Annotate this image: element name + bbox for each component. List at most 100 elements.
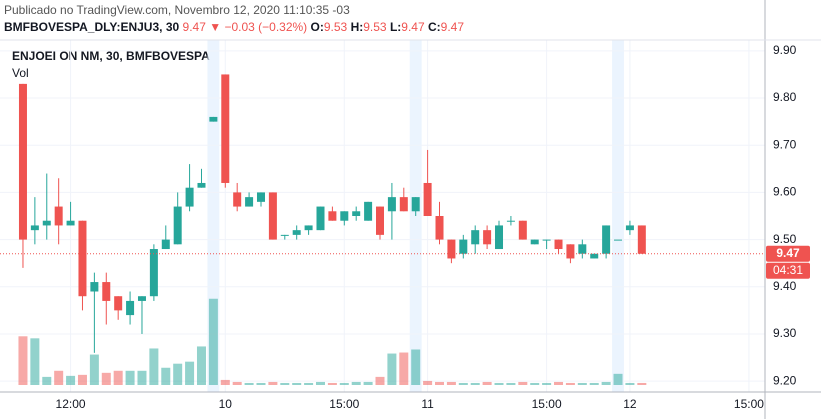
volume-bar [554, 381, 564, 385]
ohlc-label: C: [427, 20, 441, 34]
symbol: BMFBOVESPA_DLY:ENJU3, 30 [4, 20, 180, 34]
candle-body [90, 282, 99, 292]
candle-body [554, 239, 563, 250]
candle-body [387, 197, 396, 212]
volume-bar [196, 346, 206, 385]
candle-body [304, 225, 313, 231]
published: Publicado no TradingView.com, Novembro 1… [4, 3, 350, 17]
candle-body [602, 225, 611, 254]
volume-bar [256, 382, 266, 385]
volume-bar [54, 370, 64, 385]
candle-body [435, 216, 444, 240]
x-tick-label: 10 [219, 397, 233, 411]
price-tag-label: 9.47 [776, 246, 800, 260]
candle-body [126, 300, 135, 316]
volume-bar [113, 370, 123, 385]
ohlc-label: H: [350, 20, 364, 34]
volume-bar [375, 376, 385, 385]
volume-bar [30, 338, 40, 385]
candle-body [352, 211, 361, 216]
candle-body [530, 239, 539, 245]
volume-bar [637, 382, 647, 385]
volume-bar [280, 382, 290, 385]
volume-bar [149, 348, 159, 385]
candle-body [637, 225, 646, 254]
volume-bar [387, 353, 397, 385]
candle-body [316, 206, 325, 231]
candle-body [185, 187, 194, 207]
volume-bar [363, 381, 373, 385]
x-tick-label: 15:00 [532, 397, 562, 411]
volume-bar [411, 349, 421, 385]
y-tick-label: 9.50 [773, 232, 797, 246]
volume-bar [185, 361, 195, 385]
candle-body [590, 253, 599, 259]
volume-bar [137, 370, 147, 385]
volume-bar [161, 367, 171, 385]
candle-body [614, 239, 623, 241]
candle-body [506, 220, 515, 222]
candle-body [197, 182, 206, 188]
candle-body [411, 197, 420, 212]
volume-bar [399, 352, 409, 385]
countdown-label: 04:31 [773, 263, 803, 277]
arrow: ▼ [209, 20, 222, 34]
volume-bar [351, 381, 361, 385]
candle-body [233, 192, 242, 207]
session-highlight [207, 40, 220, 392]
ohlc-value: 9.53 [323, 20, 348, 34]
candle-body [328, 211, 337, 221]
volume-bar [268, 381, 278, 385]
header: Publicado no TradingView.com, Novembro 1… [4, 2, 464, 36]
candle-body [495, 225, 504, 250]
volume-bar [565, 382, 575, 385]
candle-body [340, 211, 349, 221]
volume-bar [42, 376, 52, 385]
candle-body [364, 201, 373, 221]
candle-body [161, 239, 170, 250]
y-tick-label: 9.20 [773, 373, 797, 387]
session-highlight [612, 40, 624, 392]
candle-body [625, 225, 634, 231]
legend: ENJOEI ON NM, 30, BMFBOVESPA [12, 49, 210, 63]
change: −0.03 (−0.32%) [224, 20, 308, 34]
ohlc-label: O: [310, 20, 324, 34]
candle-body [42, 220, 51, 226]
candle-body [483, 230, 492, 245]
candle-body [268, 192, 277, 240]
x-tick-label: 15:00 [734, 397, 764, 411]
volume-bar [613, 373, 623, 385]
volume-bar [518, 381, 528, 385]
volume-bar [577, 382, 587, 385]
ohlc-label: L: [389, 20, 402, 34]
volume-bar [542, 382, 552, 385]
volume-bar [339, 382, 349, 385]
candle-body [578, 244, 587, 254]
x-tick-label: 15:00 [329, 397, 359, 411]
candle-body [78, 220, 87, 297]
candle-body [30, 225, 39, 231]
volume-bar [125, 370, 135, 385]
volume-label: Vol [12, 66, 29, 80]
ohlc-value: 9.47 [401, 20, 425, 34]
volume-bar [220, 379, 230, 385]
volume-bar [458, 382, 468, 385]
volume-bar [589, 382, 599, 385]
volume-bar [244, 382, 254, 385]
volume-bar [506, 382, 516, 385]
price-tag [766, 245, 810, 262]
candle-body [54, 206, 63, 226]
x-tick-label: 12 [623, 397, 637, 411]
candle-body [566, 244, 575, 259]
volume-bar [101, 372, 111, 385]
volume-bar [435, 381, 445, 385]
candle-body [399, 197, 408, 212]
last: 9.47 [182, 20, 206, 34]
volume-bar [232, 381, 242, 385]
y-tick-label: 9.40 [773, 279, 797, 293]
volume-bar [66, 375, 76, 385]
volume-bar [292, 382, 302, 385]
candle-body [66, 220, 75, 226]
candle-body [292, 230, 301, 235]
